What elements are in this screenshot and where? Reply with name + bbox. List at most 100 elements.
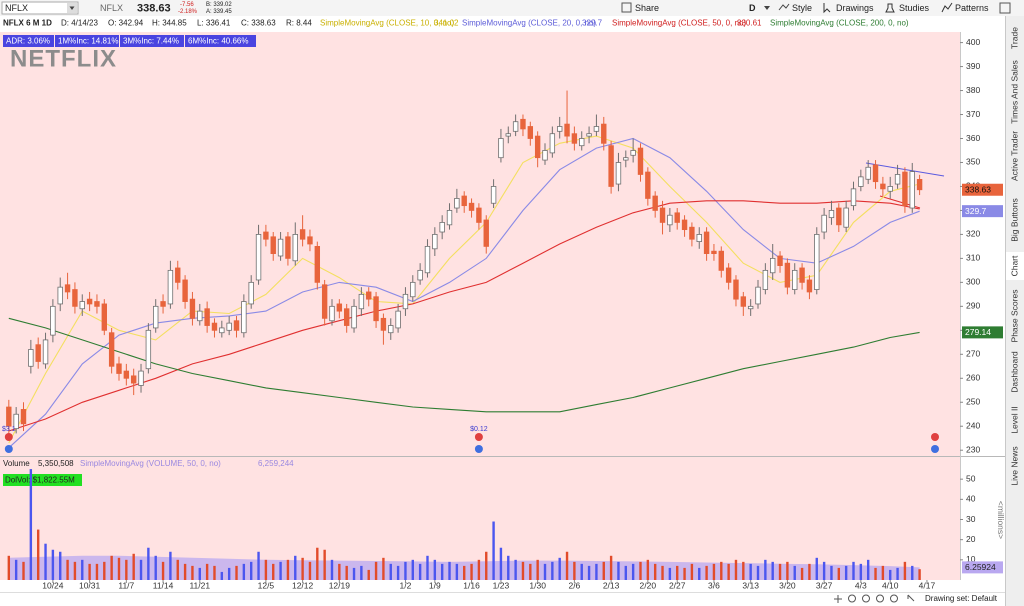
candle-body [424,245,431,274]
candle-body [814,234,820,290]
candle-body [6,406,12,427]
volume-bar [301,557,304,580]
volume-bar [139,559,143,580]
volume-bar [727,563,730,580]
candle-body [270,236,276,254]
candle-body [512,121,519,132]
sidebar [1005,16,1024,606]
tab[interactable]: Dashboard [1009,351,1019,393]
volume-bar [507,555,510,580]
period-arrow [764,6,770,10]
y-tick-label: 300 [966,277,980,287]
candle-body [116,363,122,374]
y-tick-label: 390 [966,61,980,71]
share-button[interactable]: Share [635,3,659,13]
candle-body [189,298,196,319]
studies-button[interactable]: Studies [899,3,930,13]
earnings-icon[interactable] [931,433,939,441]
zoom-icon[interactable] [876,594,884,603]
y-tick-label: 20 [966,534,976,544]
x-tick-label: 12/5 [258,580,275,590]
settings-icon[interactable] [999,2,1011,14]
volume-bar [521,561,525,580]
volume-bar [110,555,113,580]
tab[interactable]: Active Trader [1009,131,1019,181]
axis-flag-bg [962,205,1003,218]
sma-line [8,137,920,449]
volume-axis-label: <millions> [996,501,1006,539]
period-button[interactable]: D [749,3,756,13]
candle-body [637,147,644,175]
drawings-button[interactable]: Drawings [836,3,874,13]
volume-bar [250,561,253,580]
candle-body [916,179,923,191]
badge-bg [55,35,119,47]
candle-body [417,269,423,281]
candle-body [380,317,387,331]
x-tick-label: 11/7 [118,580,134,590]
candle-body [277,238,284,257]
drawing-set[interactable]: Drawing set: Default [925,594,998,603]
dolvol: DolVol: $1,822.55M [5,476,75,485]
candle-body [490,186,497,204]
candle-body [307,236,313,245]
volume-bar [918,569,921,580]
y-tick-label: 250 [966,397,980,407]
net-change: -7.56 [180,2,194,8]
badge-6m: 6M%Inc: 40.66% [188,37,248,46]
toolbar-buttons: Share D Style Drawings Studies Patterns [621,2,1011,14]
candle-body [784,262,791,288]
badge-bg [185,35,256,47]
event-icon[interactable] [931,445,939,453]
volume-bar [382,557,385,580]
candle-body [777,255,783,266]
badge-3m: 3M%Inc: 7.44% [123,37,179,46]
event-label: $3.1 [2,426,16,433]
volume-bar [602,561,605,580]
tab[interactable]: Trade [1009,27,1019,49]
symbol[interactable]: NFLX [5,3,28,13]
candle-body [468,202,475,211]
candle-body [733,279,739,300]
tab[interactable]: Times And Sales [1009,60,1019,123]
candle-body [593,126,600,132]
axis-flag: 279.14 [965,327,991,337]
volume-bar [176,559,179,580]
axis-flag-bg [962,326,1003,339]
volume-bar [95,563,99,580]
candle-body [667,214,673,226]
candle-body [153,305,159,329]
tab[interactable]: Phase Scores [1009,290,1019,343]
volume-bar [242,563,246,580]
footer-bg [0,592,1005,606]
candle-body [483,219,489,247]
volume-bar [529,563,532,580]
zoom-in-icon[interactable] [862,594,870,603]
candle-body [79,301,85,310]
volume-bar [316,547,319,580]
event-icon [4,445,13,453]
cursor-icon[interactable] [907,594,915,602]
volume-bar [587,565,591,580]
patterns-button[interactable]: Patterns [955,3,989,13]
style-button[interactable]: Style [792,3,812,13]
zoom-reset-icon[interactable] [890,594,898,603]
tab[interactable]: Live News [1009,446,1019,485]
volume-bar [198,567,201,580]
candle-body [402,293,409,310]
tab[interactable]: Big Buttons [1009,198,1019,241]
symbol-box[interactable] [1,1,79,15]
tab[interactable]: Level II [1009,406,1019,433]
candle-body [351,305,357,329]
header-date: D: 4/14/23 [61,19,98,28]
candle-body [336,303,343,312]
drawings-icon [823,3,831,14]
candle-body [42,339,49,365]
tab[interactable]: Chart [1009,255,1019,276]
watermark: NETFLIX [10,45,117,72]
axis-flag: 6.25924 [965,562,996,572]
pan-icon[interactable] [834,595,842,603]
volume-bar [389,563,392,580]
volume-bar [485,551,488,580]
zoom-out-icon[interactable] [848,594,856,603]
